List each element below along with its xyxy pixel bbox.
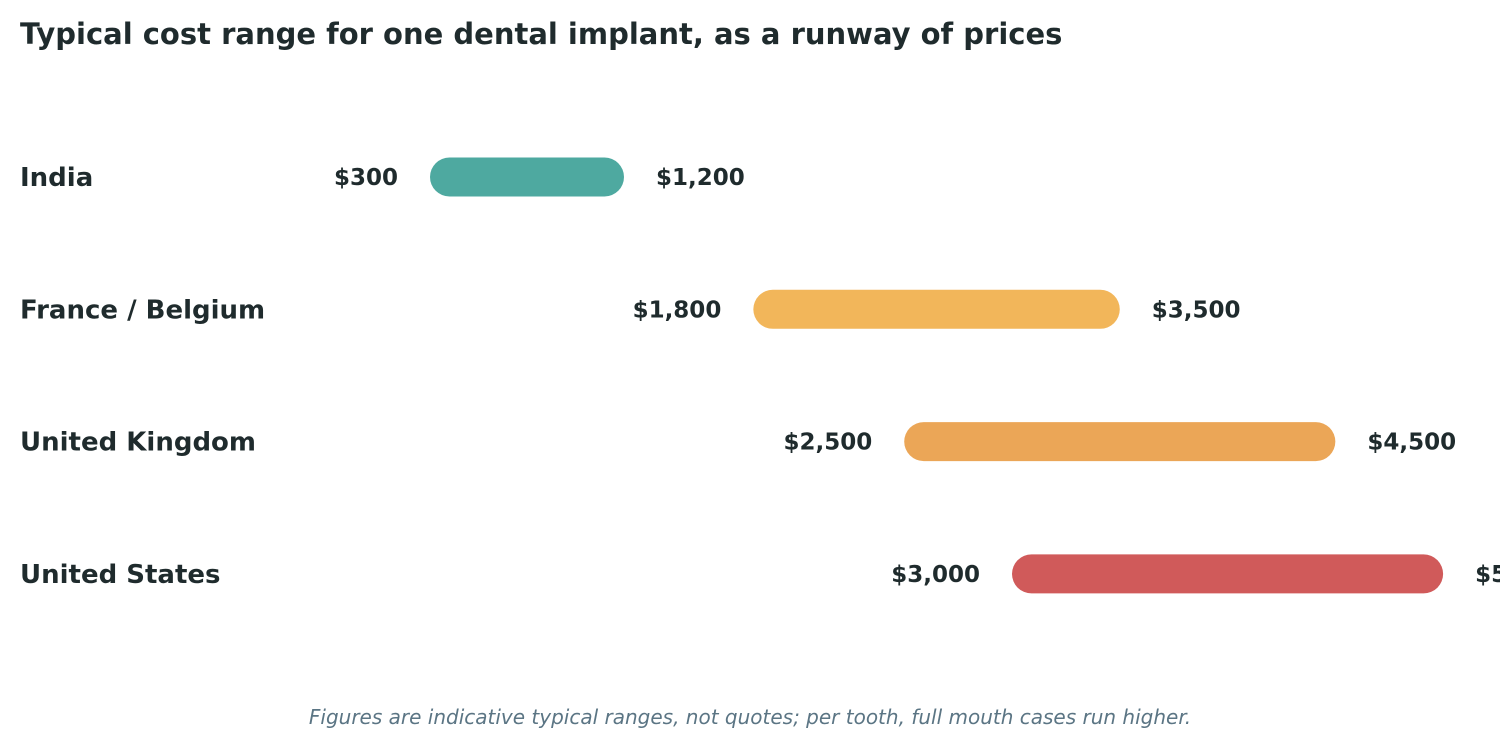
category-label: France / Belgium <box>20 295 265 325</box>
high-value-label: $3,500 <box>1152 297 1241 323</box>
category-label: India <box>20 163 93 193</box>
range-bar <box>753 289 1120 329</box>
category-label: United States <box>20 560 221 590</box>
category-label: United Kingdom <box>20 428 256 458</box>
low-value-label: $2,500 <box>783 430 872 456</box>
low-value-label: $1,800 <box>633 297 722 323</box>
chart-title: Typical cost range for one dental implan… <box>20 17 1062 51</box>
range-bar <box>904 422 1336 462</box>
high-value-label: $4,500 <box>1367 430 1456 456</box>
chart-rows: India $300 $1,200 France / Belgium $1,800 $3,… <box>20 157 1500 594</box>
range-bar <box>430 157 624 197</box>
high-value-label: $5,000 <box>1475 562 1500 588</box>
low-value-label: $300 <box>334 165 398 191</box>
low-value-label: $3,000 <box>891 562 980 588</box>
range-bar <box>1012 554 1444 594</box>
chart-footnote: Figures are indicative typical ranges, n… <box>309 705 1191 729</box>
high-value-label: $1,200 <box>656 165 745 191</box>
